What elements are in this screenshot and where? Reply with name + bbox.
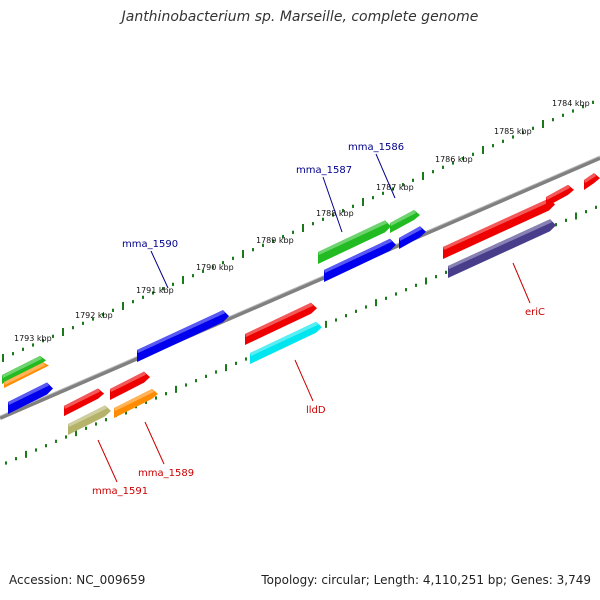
gene-leader-line <box>294 359 314 402</box>
gene-feature <box>324 238 396 282</box>
gene-feature <box>584 173 600 190</box>
gene-leader-line <box>322 176 343 233</box>
gene-labels: mma_1586 mma_1587 mma_1590 eriC lldD mma_1589… <box>92 142 545 497</box>
tick-rows <box>2 100 597 465</box>
genome-summary-text: Topology: circular; Length: 4,110,251 bp… <box>261 573 591 587</box>
kbp-label: 1793 kbp <box>14 334 52 343</box>
kbp-label: 1788 kbp <box>316 209 354 218</box>
gene-leader-line <box>97 439 118 483</box>
kbp-label: 1785 kbp <box>494 127 532 136</box>
gene-feature <box>137 310 229 362</box>
gene-feature <box>110 371 150 400</box>
gene-feature <box>448 219 556 278</box>
gene-feature <box>2 355 46 384</box>
gene-feature <box>399 226 426 249</box>
kbp-label: 1786 kbp <box>435 155 473 164</box>
gene-feature <box>318 220 391 264</box>
genome-backbone-highlight <box>0 155 600 417</box>
gene-feature <box>390 210 420 233</box>
kbp-label: 1787 kbp <box>376 183 414 192</box>
kbp-label: 1789 kbp <box>256 236 294 245</box>
genome-backbone <box>0 156 600 420</box>
gene-leader-line <box>512 262 531 304</box>
gene-leader-line <box>375 153 396 199</box>
gene-leader-line <box>150 250 169 289</box>
features <box>2 173 600 435</box>
gene-feature <box>64 388 104 416</box>
gene-feature <box>68 405 111 435</box>
gene-label: mma_1591 <box>92 486 148 497</box>
gene-label: mma_1589 <box>138 468 194 479</box>
gene-feature <box>8 382 53 414</box>
kbp-label: 1791 kbp <box>136 286 174 295</box>
gene-feature <box>443 198 555 259</box>
gene-label: mma_1587 <box>296 165 352 176</box>
gene-feature <box>245 302 317 345</box>
gene-label: lldD <box>306 405 326 416</box>
gene-feature <box>4 362 49 388</box>
kbp-label: 1790 kbp <box>196 263 234 272</box>
gene-feature <box>250 321 322 364</box>
gene-label: mma_1590 <box>122 239 178 250</box>
kbp-label: 1784 kbp <box>552 99 590 108</box>
kbp-label: 1792 kbp <box>75 311 113 320</box>
gene-leader-line <box>144 421 165 465</box>
map-title: Janthinobacterium sp. Marseille, complet… <box>121 9 479 25</box>
kbp-labels: 1784 kbp 1785 kbp 1786 kbp 1787 kbp 1788 kbp… <box>14 99 590 343</box>
accession-text: Accession: NC_009659 <box>9 573 146 587</box>
gene-feature <box>114 388 158 418</box>
gene-label: eriC <box>525 307 545 318</box>
gene-label: mma_1586 <box>348 142 404 153</box>
gene-feature <box>546 184 574 207</box>
